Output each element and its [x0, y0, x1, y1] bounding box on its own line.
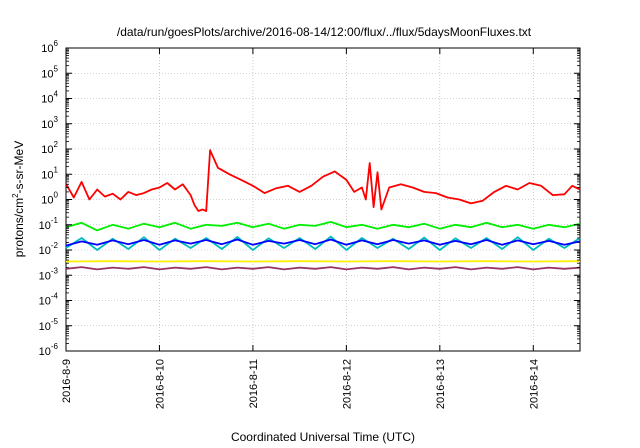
- y-tick-label-exp: 6: [54, 39, 59, 48]
- y-tick-label-base: 10: [39, 296, 51, 308]
- series-group: [65, 149, 581, 271]
- y-tick-label: 10-2: [39, 241, 59, 257]
- y-tick-label-exp: -5: [51, 317, 59, 326]
- y-axis-label-base: protons/cm: [12, 198, 26, 257]
- y-axis-label-rest: -s-sr-MeV: [12, 141, 26, 194]
- plot-area: [65, 47, 581, 352]
- y-tick-label: 10-4: [39, 292, 59, 308]
- x-tick-label: 2016-8-14: [528, 359, 540, 409]
- y-tick-label-exp: 4: [54, 90, 59, 99]
- y-tick-label-exp: 2: [54, 140, 59, 149]
- chart-title: /data/run/goesPlots/archive/2016-08-14/1…: [117, 25, 532, 39]
- y-tick-label: 106: [41, 39, 58, 55]
- y-tick-label-exp: -4: [51, 292, 59, 301]
- y-tick-label-base: 10: [39, 321, 51, 333]
- y-tick-label-base: 10: [39, 245, 51, 257]
- y-tick-label: 102: [41, 140, 58, 156]
- y-tick-label-base: 10: [39, 346, 51, 358]
- x-tick-label: 2016-8-10: [154, 359, 166, 409]
- series-line-4: [65, 238, 581, 247]
- y-tick-label-base: 10: [41, 144, 53, 156]
- series-line-3: [65, 235, 581, 251]
- y-tick-label: 10-6: [39, 342, 59, 358]
- y-axis-ticks: 10610510410310210110010-110-210-310-410-…: [39, 39, 580, 358]
- y-tick-label-base: 10: [39, 270, 51, 282]
- y-tick-label-base: 10: [41, 94, 53, 106]
- y-tick-label-exp: 1: [54, 165, 59, 174]
- series-line-2: [65, 220, 581, 232]
- y-tick-label: 10-1: [39, 216, 59, 232]
- y-tick-label-base: 10: [41, 195, 53, 207]
- y-tick-label: 100: [41, 191, 58, 207]
- y-axis-label-sup: 2: [11, 193, 20, 198]
- y-tick-label-base: 10: [39, 220, 51, 232]
- y-tick-label-exp: -2: [51, 241, 59, 250]
- x-tick-label: 2016-8-11: [248, 359, 260, 408]
- y-tick-label-base: 10: [41, 68, 53, 80]
- y-tick-label-exp: 3: [54, 115, 59, 124]
- x-axis-label: Coordinated Universal Time (UTC): [231, 430, 415, 444]
- y-tick-label: 105: [41, 64, 58, 80]
- y-tick-label-base: 10: [41, 43, 53, 55]
- y-tick-label-exp: 5: [54, 64, 59, 73]
- grid: [66, 48, 580, 351]
- y-tick-label-exp: -3: [51, 266, 59, 275]
- y-tick-label: 10-3: [39, 266, 59, 282]
- x-axis-ticks: 2016-8-9 2016-8-10 2016-8-11 2016-8-12 2016-…: [61, 48, 540, 409]
- y-tick-label: 104: [41, 90, 58, 106]
- y-tick-label-exp: -1: [51, 216, 59, 225]
- y-tick-label: 101: [41, 165, 58, 181]
- x-tick-label: 2016-8-13: [435, 359, 447, 409]
- y-axis-label: protons/cm2-s-sr-MeV: [11, 141, 26, 257]
- y-tick-label: 10-5: [39, 317, 59, 333]
- y-tick-label-exp: -6: [51, 342, 59, 351]
- y-tick-label: 103: [41, 115, 58, 131]
- x-tick-label: 2016-8-12: [341, 359, 353, 409]
- y-tick-label-exp: 0: [54, 191, 59, 200]
- y-tick-label-base: 10: [41, 119, 53, 131]
- series-line-6: [65, 266, 581, 271]
- series-line-1: [65, 149, 581, 212]
- x-tick-label: 2016-8-9: [61, 359, 73, 403]
- y-tick-label-base: 10: [41, 169, 53, 181]
